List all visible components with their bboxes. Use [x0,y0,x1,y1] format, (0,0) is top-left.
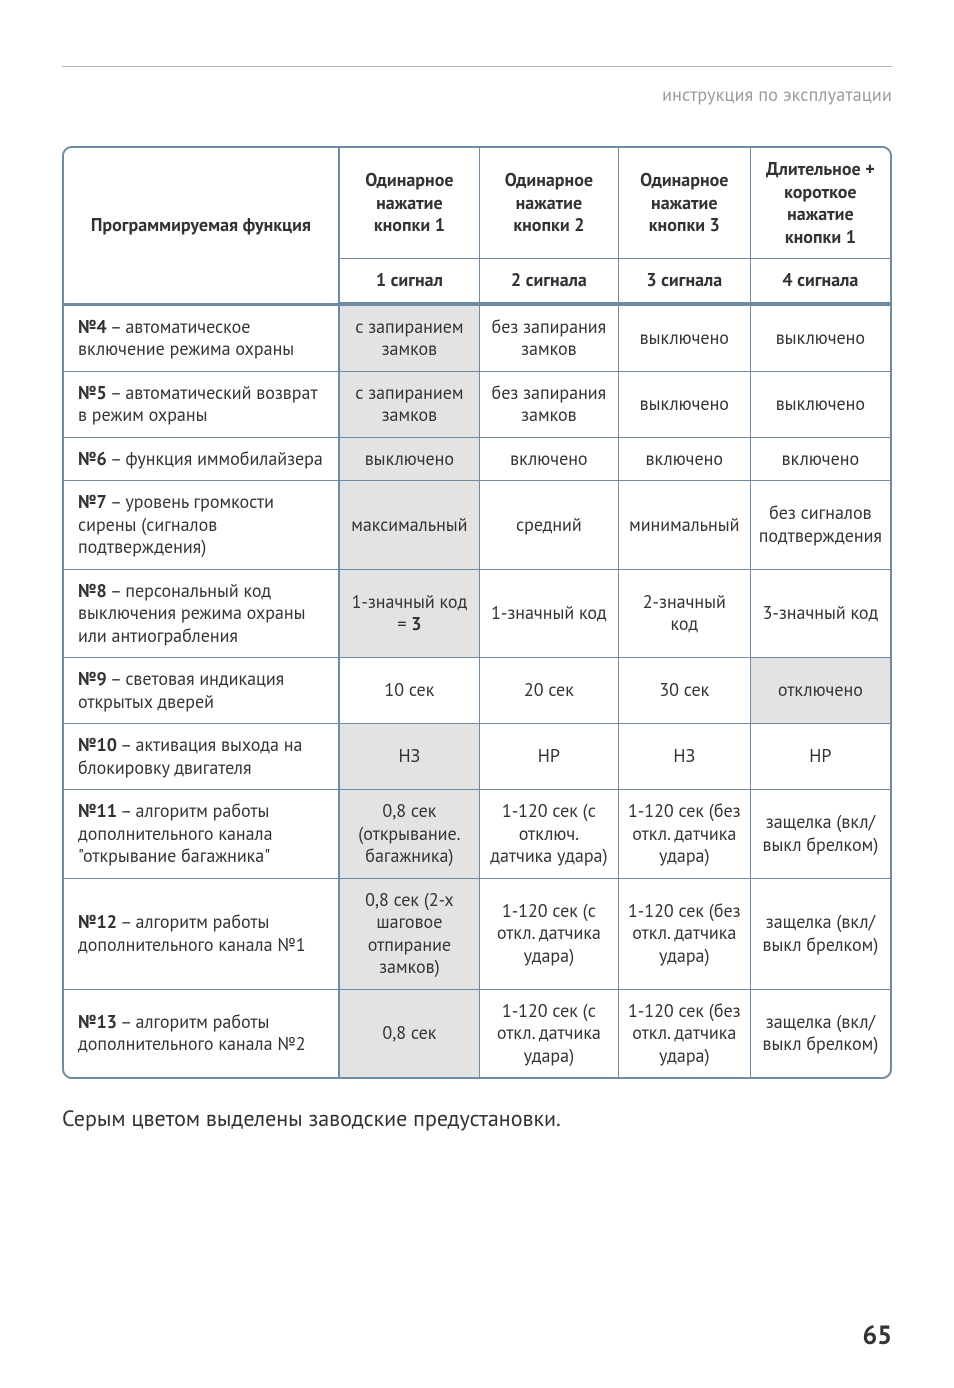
row-number: №7 [78,490,107,513]
row-label: №8 – персональный код выключения режима … [64,569,340,658]
cell-c3: 1-120 сек (без откл. датчика удара) [619,789,751,878]
cell-c2: 20 сек [480,657,619,723]
table-row: №8 – персональный код выключения режима … [64,569,890,658]
row-label: №7 – уровень громкости сирены (сигналов … [64,480,340,569]
cell-c3: 2-значный код [619,569,751,658]
page-number: 65 [863,1319,892,1352]
cell-c1: с запиранием замков [340,304,480,371]
cell-c2: без запирания замков [480,371,619,437]
cell-c4: отключено [751,657,890,723]
cell-c1: выключено [340,437,480,481]
col-btn3: Одинарное нажатие кнопки 3 [619,148,751,259]
cell-c1: 1-значный код = 3 [340,569,480,658]
row-label: №4 – автоматическое включение режима охр… [64,304,340,371]
col-btn1: Одинарное нажатие кнопки 1 [340,148,480,259]
cell-c4: защелка (вкл/выкл брелком) [751,789,890,878]
row-label: №10 – активация выхода на блокировку дви… [64,723,340,789]
table-body: №4 – автоматическое включение режима охр… [64,304,890,1078]
cell-c2: без запирания замков [480,304,619,371]
row-number: №12 [78,910,117,933]
cell-c1: 0,8 сек (2-х шаговое отпирание замков) [340,878,480,989]
cell-c1: с запиранием замков [340,371,480,437]
col-sig1: 1 сигнал [340,259,480,304]
table-row: №11 – алгоритм работы дополнительного ка… [64,789,890,878]
table-row: №4 – автоматическое включение режима охр… [64,304,890,371]
cell-c2: 1-120 сек (с откл. датчика удара) [480,878,619,989]
cell-c2: 1-значный код [480,569,619,658]
col-sig3: 3 сигнала [619,259,751,304]
cell-c4: НР [751,723,890,789]
cell-c4: выключено [751,304,890,371]
row-number: №4 [78,315,107,338]
cell-c4: 3-значный код [751,569,890,658]
cell-c3: минимальный [619,480,751,569]
table-row: №12 – алгоритм работы дополнительного ка… [64,878,890,989]
table-row: №10 – активация выхода на блокировку дви… [64,723,890,789]
cell-c1: 0,8 сек [340,989,480,1078]
row-label: №6 – функция иммобилайзера [64,437,340,481]
cell-c2: 1-120 сек (с откл. датчика удара) [480,989,619,1078]
cell-c4: защелка (вкл/выкл брелком) [751,989,890,1078]
row-number: №10 [78,733,117,756]
cell-c2: НР [480,723,619,789]
col-sig2: 2 сигнала [480,259,619,304]
col-sig4: 4 сигнала [751,259,890,304]
cell-c4: без сигналов подтверждения [751,480,890,569]
cell-c3: включено [619,437,751,481]
row-number: №9 [78,667,107,690]
table-row: №7 – уровень громкости сирены (сигналов … [64,480,890,569]
row-label: №9 – световая индикация открытых дверей [64,657,340,723]
cell-c2: средний [480,480,619,569]
cell-c1: 0,8 сек (открывание. багажника) [340,789,480,878]
row-label: №11 – алгоритм работы дополнительного ка… [64,789,340,878]
cell-c1: 10 сек [340,657,480,723]
cell-c1: НЗ [340,723,480,789]
row-label: №13 – алгоритм работы дополнительного ка… [64,989,340,1078]
table-head: Программируемая функция Одинарное нажати… [64,148,890,304]
cell-c4: включено [751,437,890,481]
header-row-1: Программируемая функция Одинарное нажати… [64,148,890,259]
cell-c3: НЗ [619,723,751,789]
preset-note: Серым цветом выделены заводские предуста… [62,1105,892,1133]
cell-c2: 1-120 сек (с отключ. датчика удара) [480,789,619,878]
table-row: №9 – световая индикация открытых дверей1… [64,657,890,723]
table-row: №5 – автоматический возврат в режим охра… [64,371,890,437]
cell-c3: 30 сек [619,657,751,723]
row-label: №12 – алгоритм работы дополнительного ка… [64,878,340,989]
row-number: №5 [78,381,107,404]
row-label: №5 – автоматический возврат в режим охра… [64,371,340,437]
col-btn1-long-short: Длительное + короткое нажатие кнопки 1 [751,148,890,259]
header-divider [62,66,892,67]
col-btn2: Одинарное нажатие кнопки 2 [480,148,619,259]
cell-c4: защелка (вкл/выкл брелком) [751,878,890,989]
table-row: №13 – алгоритм работы дополнительного ка… [64,989,890,1078]
row-number: №6 [78,447,107,470]
cell-c3: выключено [619,304,751,371]
cell-c4: выключено [751,371,890,437]
features-table: Программируемая функция Одинарное нажати… [62,146,892,1079]
cell-c3: выключено [619,371,751,437]
col-func: Программируемая функция [64,148,340,304]
table-row: №6 – функция иммобилайзеравыключеновключ… [64,437,890,481]
cell-c3: 1-120 сек (без откл. датчика удара) [619,989,751,1078]
row-number: №8 [78,579,107,602]
cell-c1: максимальный [340,480,480,569]
row-number: №11 [78,799,117,822]
cell-c3: 1-120 сек (без откл. датчика удара) [619,878,751,989]
section-label: инструкция по эксплуатации [62,73,892,146]
row-number: №13 [78,1010,117,1033]
page: инструкция по эксплуатации Программируем… [0,0,954,1388]
cell-c2: включено [480,437,619,481]
